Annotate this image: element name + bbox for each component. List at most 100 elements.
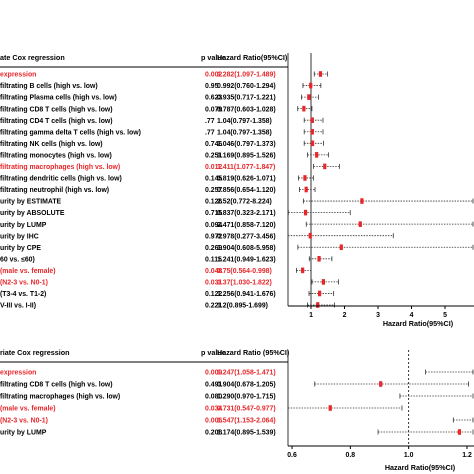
row-hazard-ratio: 1.904(0.608-5.958) <box>217 245 276 252</box>
row-p-value: 0.115 <box>205 256 222 263</box>
hr-point <box>358 221 362 227</box>
row-label: (male vs. female) <box>0 268 56 275</box>
row-label: filtrating macrophages (high vs. low) <box>0 164 120 171</box>
row-label: filtrating NK cells (high vs. low) <box>0 141 103 148</box>
hr-point <box>309 82 313 89</box>
row-label: urity by ESTIMATE <box>0 199 62 206</box>
row-label: urity by IHC <box>0 233 39 240</box>
row-hazard-ratio: 1.290(0.970-1.715) <box>217 394 276 401</box>
row-hazard-ratio: 0.856(0.654-1.120) <box>217 187 276 194</box>
row-label: filtrating CD8 T cells (high vs. low) <box>0 106 113 113</box>
row-p-value: 0.145 <box>205 176 222 183</box>
row-p-value: 0.031 <box>205 280 222 287</box>
row-label: filtrating gamma delta T cells (high vs.… <box>0 129 141 136</box>
row-hazard-ratio: 0.992(0.760-1.294) <box>217 83 276 90</box>
p-value-header: p value <box>201 53 226 62</box>
row-label: filtrating neutrophil (high vs. low) <box>0 187 109 194</box>
row-hazard-ratio: 1.282(1.097-1.489) <box>217 72 276 79</box>
row-hazard-ratio: 0.787(0.603-1.028) <box>217 106 276 113</box>
panel-title: ate Cox regression <box>0 53 65 62</box>
hr-point <box>323 163 327 170</box>
x-tick-label: 3 <box>376 312 380 319</box>
row-p-value: 0.746 <box>205 141 222 148</box>
row-hazard-ratio: 1.547(1.153-2.064) <box>217 418 276 425</box>
hr-point <box>308 232 312 239</box>
row-p-value: 0.257 <box>205 187 222 194</box>
row-hazard-ratio: 0.75(0.564-0.998) <box>217 268 272 275</box>
row-label: (N2-3 vs. N0-1) <box>0 418 48 425</box>
hr-point <box>360 198 364 204</box>
row-p-value: 0.208 <box>205 430 222 437</box>
hr-point <box>328 405 332 411</box>
row-p-value: 0.122 <box>205 291 222 298</box>
x-tick-label: 0.8 <box>346 452 356 459</box>
hr-point <box>303 209 308 216</box>
row-label: expression <box>0 72 36 79</box>
row-label: urity by ABSOLUTE <box>0 210 65 217</box>
row-p-value: 0.221 <box>205 303 222 310</box>
row-label: (T3-4 vs. T1-2) <box>0 291 46 298</box>
row-hazard-ratio: 1.2(0.895-1.699) <box>217 303 268 310</box>
row-label: urity by LUMP <box>0 222 47 229</box>
hr-point <box>302 105 306 112</box>
x-tick-label: 1.2 <box>462 452 472 459</box>
x-tick-label: 5 <box>443 312 447 319</box>
row-label: (male vs. female) <box>0 406 56 413</box>
row-label: expression <box>0 370 36 377</box>
row-label: urity by LUMP <box>0 430 47 437</box>
row-hazard-ratio: 1.241(0.949-1.623) <box>217 256 276 263</box>
row-hazard-ratio: 2.471(0.858-7.120) <box>217 222 276 229</box>
row-p-value: 0.715 <box>205 210 222 217</box>
x-axis-title: Hazard Ratio(95%CI) <box>385 463 456 472</box>
row-hazard-ratio: 1.04(0.797-1.358) <box>217 118 272 125</box>
hr-point <box>321 279 325 285</box>
row-hazard-ratio: 1.169(0.895-1.526) <box>217 152 276 159</box>
x-tick-label: 4 <box>410 312 414 319</box>
x-tick-label: 2 <box>343 312 347 319</box>
row-label: filtrating CD4 T cells (high vs. low) <box>0 118 113 125</box>
hr-point <box>303 175 307 181</box>
row-p-value: 0.002 <box>205 72 222 79</box>
row-p-value: 0.269 <box>205 245 222 252</box>
row-label: V-III vs. I-II) <box>0 303 36 310</box>
hr-point <box>301 267 305 274</box>
row-p-value: 0.009 <box>205 370 222 377</box>
row-label: filtrating Plasma cells (high vs. low) <box>0 95 117 102</box>
row-hazard-ratio: 0.819(0.626-1.071) <box>217 176 276 183</box>
panel-title: riate Cox regression <box>0 348 70 357</box>
x-tick-label: 1 <box>309 312 313 319</box>
row-hazard-ratio: 0.904(0.678-1.205) <box>217 382 276 389</box>
row-label: urity by CPE <box>0 245 41 252</box>
row-p-value: 0.95 <box>205 83 219 90</box>
row-hazard-ratio: 1.37(1.030-1.822) <box>217 280 272 287</box>
p-value-header: p value <box>201 348 226 357</box>
row-p-value: 0.094 <box>205 222 222 229</box>
row-p-value: 0.006 <box>205 418 222 425</box>
hr-point <box>339 244 343 251</box>
row-p-value: 0.079 <box>205 106 222 113</box>
row-hazard-ratio: 1.247(1.058-1.471) <box>217 370 276 377</box>
hazard-ratio-header: Hazard Ratio(95%CI) <box>217 53 288 62</box>
row-p-value: 0.080 <box>205 394 222 401</box>
hr-point <box>457 429 462 435</box>
x-tick-label: 0.6 <box>287 452 297 459</box>
row-p-value: 0.126 <box>205 199 222 206</box>
row-label: 60 vs. ≤60) <box>0 256 35 263</box>
row-label: filtrating monocytes (high vs. low) <box>0 152 112 159</box>
hr-point <box>310 140 315 147</box>
row-hazard-ratio: 1.174(0.895-1.539) <box>217 430 276 437</box>
hr-point <box>315 152 319 158</box>
hr-point <box>307 94 311 100</box>
row-hazard-ratio: 0.731(0.547-0.977) <box>217 406 276 413</box>
row-hazard-ratio: 2.52(0.772-8.224) <box>217 199 272 206</box>
hr-point <box>304 186 308 193</box>
row-label: filtrating B cells (high vs. low) <box>0 83 98 90</box>
row-p-value: 0.034 <box>205 406 222 413</box>
row-p-value: 0.048 <box>205 268 222 275</box>
hr-point <box>317 256 321 262</box>
row-hazard-ratio: 1.411(1.077-1.847) <box>217 164 275 171</box>
row-p-value: .77 <box>205 129 215 136</box>
